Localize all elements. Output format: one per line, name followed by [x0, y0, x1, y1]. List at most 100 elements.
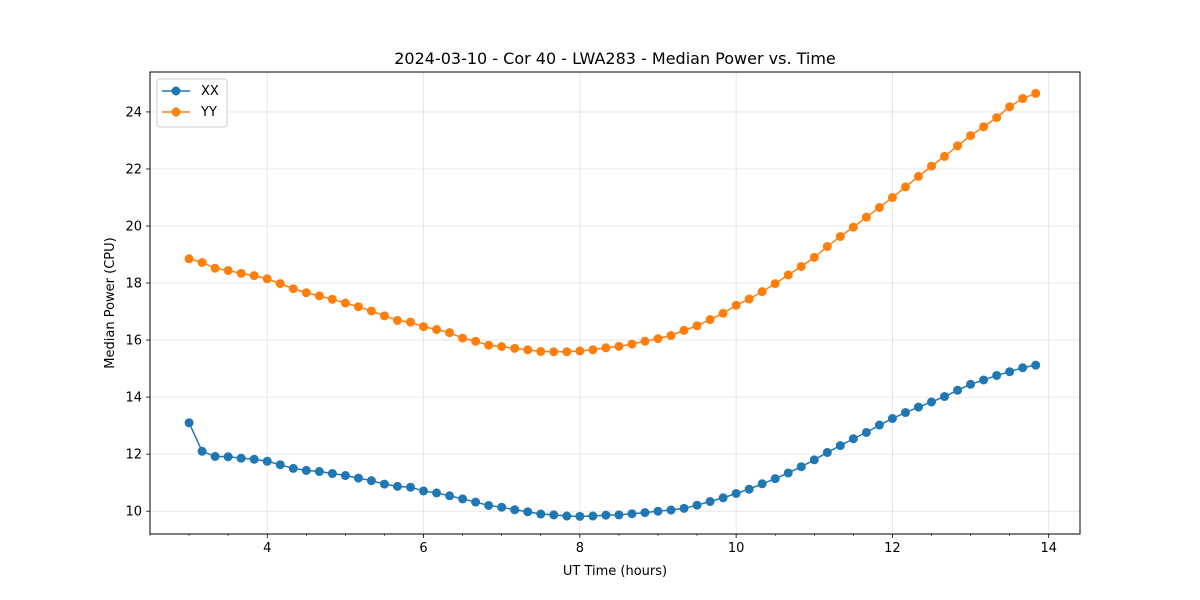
- data-point-yy: [484, 340, 494, 350]
- data-point-yy: [770, 279, 780, 289]
- data-point-xx: [210, 451, 220, 461]
- data-point-yy: [458, 333, 468, 343]
- data-point-xx: [249, 454, 259, 464]
- data-point-yy: [340, 298, 350, 308]
- data-point-yy: [679, 325, 689, 335]
- data-point-xx: [601, 510, 611, 520]
- data-point-yy: [314, 291, 324, 301]
- data-point-yy: [744, 294, 754, 304]
- data-point-xx: [744, 484, 754, 494]
- data-point-yy: [718, 308, 728, 318]
- data-point-xx: [406, 482, 415, 492]
- data-point-yy: [184, 254, 194, 264]
- data-point-yy: [614, 341, 624, 351]
- plot-frame: [149, 71, 1081, 535]
- data-point-yy: [809, 252, 819, 262]
- data-point-yy: [510, 343, 520, 353]
- data-point-yy: [366, 306, 376, 316]
- data-point-xx: [887, 414, 897, 423]
- data-point-yy: [327, 294, 337, 304]
- data-point-xx: [432, 488, 442, 498]
- data-point-xx: [666, 505, 676, 515]
- data-point-yy: [979, 122, 989, 132]
- data-point-xx: [184, 418, 194, 428]
- data-point-xx: [484, 500, 494, 510]
- y-tick-label: 10: [125, 505, 142, 520]
- chart-title: 2024-03-10 - Cor 40 - LWA283 - Median Po…: [394, 49, 836, 68]
- axes: 4 6 8 10 12 14 10 12 14 16 18 20 22 24: [125, 105, 1057, 556]
- data-point-xx: [940, 392, 950, 402]
- data-point-xx: [822, 447, 832, 457]
- data-point-xx: [314, 467, 324, 477]
- data-point-yy: [653, 334, 663, 344]
- data-point-xx: [588, 511, 598, 521]
- data-point-xx: [262, 456, 272, 466]
- data-point-xx: [1005, 367, 1015, 377]
- data-point-xx: [861, 427, 871, 437]
- legend-marker-yy: [171, 107, 181, 117]
- data-point-xx: [783, 468, 793, 478]
- data-point-yy: [523, 345, 533, 355]
- x-tick-label: 12: [884, 541, 901, 556]
- data-point-yy: [575, 346, 585, 356]
- data-point-xx: [874, 420, 884, 430]
- data-point-yy: [262, 274, 272, 284]
- data-point-yy: [887, 192, 897, 202]
- data-point-yy: [913, 171, 923, 181]
- data-point-yy: [992, 113, 1002, 123]
- data-point-xx: [692, 500, 702, 510]
- data-point-yy: [796, 262, 806, 271]
- data-point-yy: [1031, 88, 1041, 98]
- data-point-xx: [510, 505, 520, 515]
- data-point-yy: [353, 302, 363, 312]
- x-axis-label: UT Time (hours): [563, 564, 667, 579]
- data-point-yy: [848, 222, 858, 232]
- data-point-xx: [301, 465, 311, 475]
- data-point-yy: [406, 317, 415, 327]
- data-point-yy: [419, 322, 429, 332]
- data-point-yy: [536, 346, 546, 356]
- data-point-xx: [848, 434, 858, 444]
- data-point-xx: [770, 474, 780, 484]
- data-point-yy: [666, 331, 676, 341]
- data-point-xx: [953, 385, 963, 395]
- data-point-yy: [210, 263, 220, 273]
- data-point-xx: [327, 469, 337, 479]
- data-point-xx: [900, 408, 910, 418]
- data-point-yy: [379, 311, 389, 321]
- grid: [150, 72, 1080, 534]
- x-tick-label: 6: [419, 541, 427, 556]
- data-point-xx: [913, 402, 923, 412]
- data-point-xx: [653, 506, 663, 516]
- legend: XX YY: [156, 78, 228, 128]
- x-tick-label: 8: [576, 541, 584, 556]
- data-point-yy: [705, 315, 715, 325]
- data-point-xx: [223, 452, 233, 462]
- data-point-yy: [627, 339, 637, 349]
- data-point-xx: [197, 446, 207, 456]
- data-point-yy: [1018, 94, 1028, 104]
- data-point-yy: [966, 131, 976, 141]
- data-point-yy: [497, 342, 507, 352]
- data-point-yy: [874, 202, 884, 212]
- data-point-xx: [275, 460, 285, 470]
- data-point-yy: [640, 336, 650, 346]
- data-point-xx: [445, 491, 455, 501]
- x-tick-label: 14: [1040, 541, 1057, 556]
- data-point-yy: [588, 345, 598, 355]
- y-tick-label: 20: [125, 220, 142, 235]
- data-point-xx: [718, 493, 728, 503]
- data-point-xx: [379, 479, 389, 489]
- data-point-xx: [523, 507, 533, 517]
- data-point-yy: [432, 325, 442, 335]
- data-point-xx: [497, 502, 507, 512]
- data-point-xx: [419, 486, 429, 496]
- data-point-xx: [979, 375, 989, 385]
- data-point-xx: [614, 510, 624, 520]
- data-point-yy: [562, 347, 572, 357]
- data-point-xx: [1018, 363, 1028, 373]
- y-tick-label: 14: [125, 391, 142, 406]
- data-point-yy: [783, 270, 793, 280]
- data-point-xx: [809, 455, 819, 465]
